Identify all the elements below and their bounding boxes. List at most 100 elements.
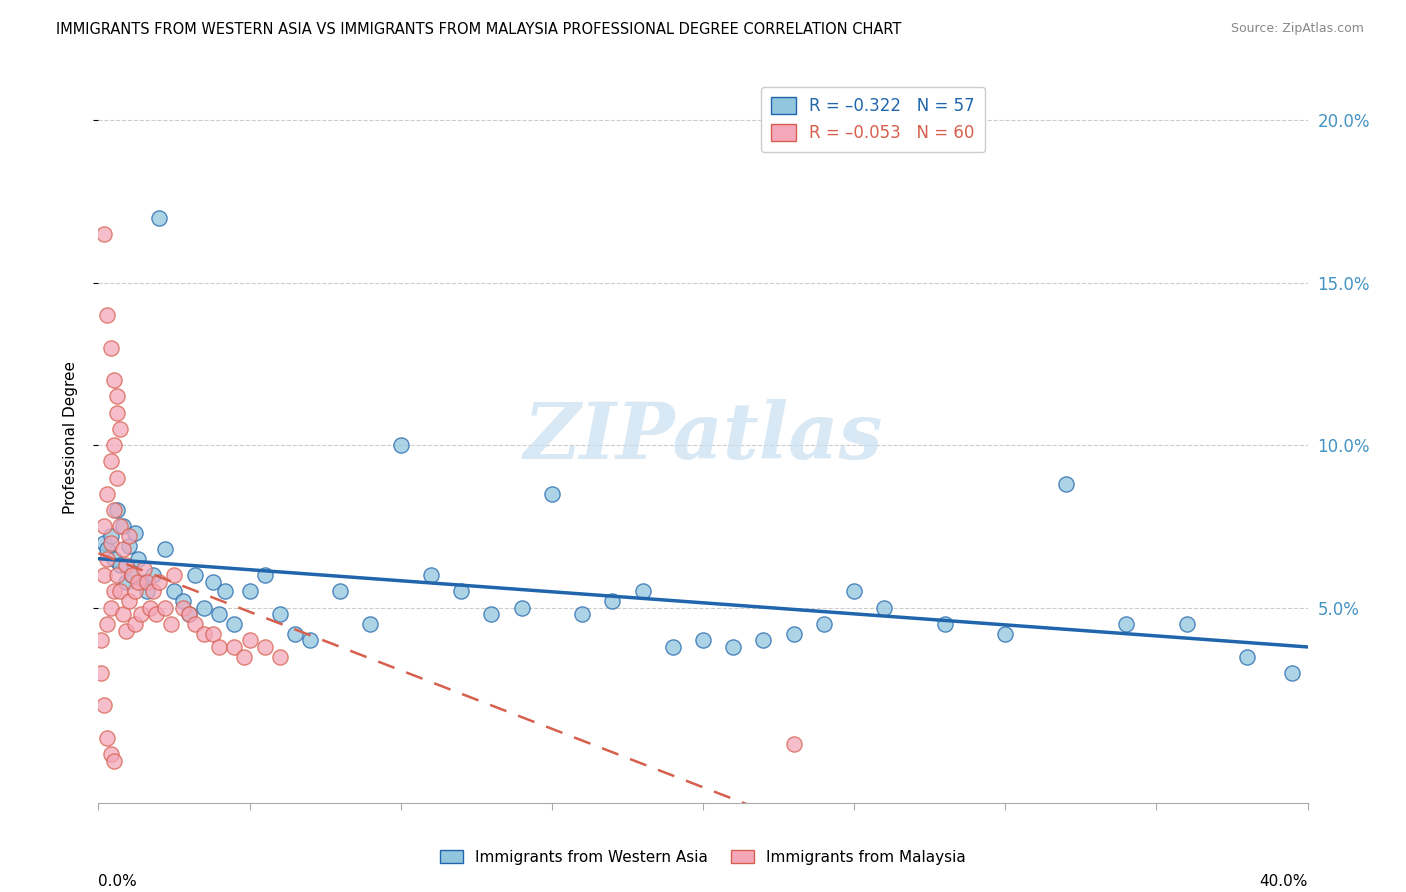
Point — [108, 584, 131, 599]
Point — [127, 574, 149, 589]
Point — [360, 617, 382, 632]
Point — [193, 600, 215, 615]
Point — [135, 574, 157, 589]
Point — [1054, 477, 1077, 491]
Point — [127, 552, 149, 566]
Point — [172, 594, 194, 608]
Point — [208, 640, 231, 654]
Point — [184, 617, 207, 632]
Point — [299, 633, 322, 648]
Point — [105, 503, 128, 517]
Point — [163, 568, 186, 582]
Point — [873, 600, 896, 615]
Point — [208, 607, 231, 622]
Point — [96, 308, 118, 322]
Point — [783, 626, 806, 640]
Point — [172, 600, 194, 615]
Point — [253, 640, 276, 654]
Point — [994, 626, 1017, 640]
Point — [148, 574, 170, 589]
Point — [103, 373, 125, 387]
Text: IMMIGRANTS FROM WESTERN ASIA VS IMMIGRANTS FROM MALAYSIA PROFESSIONAL DEGREE COR: IMMIGRANTS FROM WESTERN ASIA VS IMMIGRAN… — [56, 22, 901, 37]
Point — [284, 626, 307, 640]
Point — [96, 542, 118, 557]
Text: 0.0%: 0.0% — [98, 874, 138, 889]
Point — [153, 542, 176, 557]
Point — [142, 584, 165, 599]
Point — [100, 529, 122, 543]
Point — [481, 607, 503, 622]
Point — [692, 633, 714, 648]
Point — [105, 471, 128, 485]
Point — [118, 539, 141, 553]
Point — [179, 607, 201, 622]
Point — [135, 584, 157, 599]
Point — [108, 558, 131, 573]
Point — [163, 584, 186, 599]
Point — [111, 607, 134, 622]
Y-axis label: Professional Degree: Professional Degree — [63, 360, 77, 514]
Point — [96, 617, 118, 632]
Point — [105, 406, 128, 420]
Point — [224, 617, 246, 632]
Point — [813, 617, 835, 632]
Legend: Immigrants from Western Asia, Immigrants from Malaysia: Immigrants from Western Asia, Immigrants… — [434, 844, 972, 871]
Point — [179, 607, 201, 622]
Point — [139, 600, 162, 615]
Point — [124, 526, 146, 541]
Point — [93, 698, 115, 713]
Point — [160, 617, 183, 632]
Point — [118, 594, 141, 608]
Point — [108, 422, 131, 436]
Point — [100, 747, 122, 761]
Point — [100, 535, 122, 549]
Point — [1115, 617, 1137, 632]
Point — [844, 584, 866, 599]
Point — [1236, 649, 1258, 664]
Point — [145, 607, 167, 622]
Point — [510, 600, 533, 615]
Point — [142, 568, 165, 582]
Point — [121, 568, 143, 582]
Point — [111, 542, 134, 557]
Point — [631, 584, 654, 599]
Point — [329, 584, 352, 599]
Text: ZIPatlas: ZIPatlas — [523, 399, 883, 475]
Point — [1281, 665, 1303, 680]
Point — [934, 617, 956, 632]
Point — [118, 529, 141, 543]
Point — [111, 519, 134, 533]
Point — [239, 633, 262, 648]
Point — [93, 568, 115, 582]
Point — [389, 438, 412, 452]
Point — [602, 594, 624, 608]
Point — [253, 568, 276, 582]
Point — [269, 607, 291, 622]
Point — [114, 574, 136, 589]
Point — [114, 558, 136, 573]
Point — [129, 607, 152, 622]
Point — [103, 754, 125, 768]
Point — [90, 633, 112, 648]
Point — [571, 607, 593, 622]
Point — [108, 519, 131, 533]
Point — [100, 600, 122, 615]
Point — [93, 535, 115, 549]
Point — [224, 640, 246, 654]
Point — [93, 519, 115, 533]
Point — [202, 626, 225, 640]
Point — [114, 624, 136, 638]
Point — [450, 584, 472, 599]
Point — [214, 584, 236, 599]
Point — [132, 562, 155, 576]
Point — [153, 600, 176, 615]
Text: Source: ZipAtlas.com: Source: ZipAtlas.com — [1230, 22, 1364, 36]
Point — [661, 640, 683, 654]
Point — [232, 649, 254, 664]
Point — [90, 665, 112, 680]
Point — [239, 584, 262, 599]
Point — [1175, 617, 1198, 632]
Point — [184, 568, 207, 582]
Point — [148, 211, 170, 225]
Point — [93, 227, 115, 241]
